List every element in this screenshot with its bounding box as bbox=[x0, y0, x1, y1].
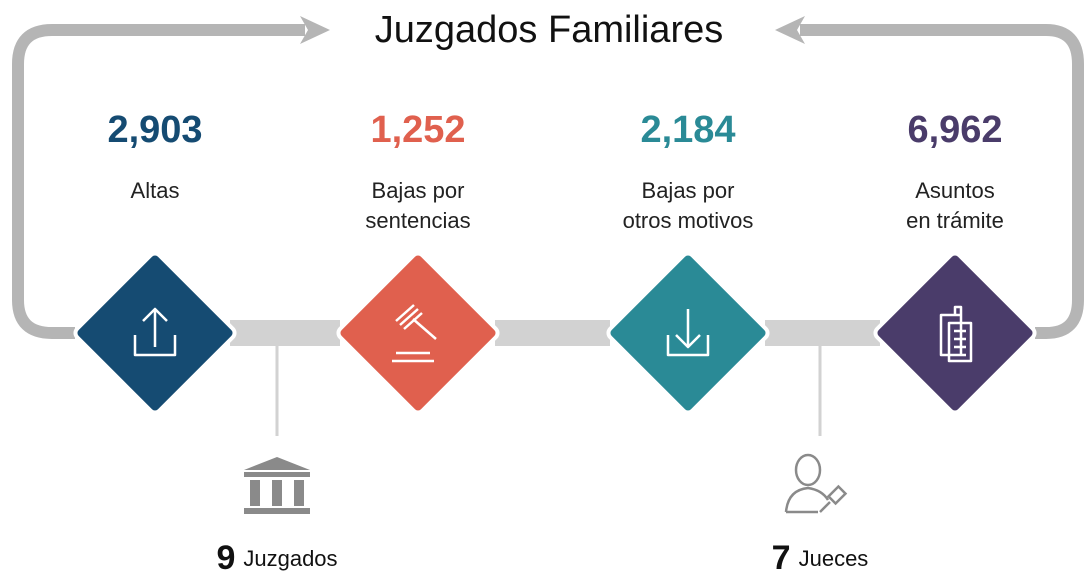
value: 2,903 bbox=[107, 109, 202, 151]
title: Juzgados Familiares bbox=[375, 9, 723, 51]
judge-icon bbox=[784, 453, 848, 514]
diamond bbox=[336, 251, 500, 415]
icon bbox=[939, 305, 973, 363]
footer-text: 7 Jueces bbox=[772, 539, 869, 577]
label: Bajas por bbox=[642, 178, 735, 203]
icon bbox=[666, 309, 710, 357]
value: 1,252 bbox=[370, 109, 465, 151]
footer-label: Juzgados bbox=[243, 546, 337, 571]
arrow-head bbox=[300, 16, 330, 44]
icon bbox=[392, 304, 437, 363]
value: 2,184 bbox=[640, 109, 735, 151]
frame-arrow-right bbox=[800, 24, 1084, 339]
connector bbox=[230, 320, 340, 346]
frame-arrow-left bbox=[12, 24, 305, 339]
building-icon bbox=[244, 457, 310, 514]
value: 6,962 bbox=[907, 109, 1002, 151]
diamond bbox=[873, 251, 1037, 415]
connector bbox=[495, 320, 610, 346]
label: sentencias bbox=[365, 208, 470, 233]
label: en trámite bbox=[906, 208, 1004, 233]
label: otros motivos bbox=[623, 208, 754, 233]
connector bbox=[765, 320, 880, 346]
icon bbox=[133, 307, 177, 357]
label: Altas bbox=[131, 178, 180, 203]
footer-number: 7 bbox=[772, 539, 791, 577]
arrow-head bbox=[775, 16, 805, 44]
label: Bajas por bbox=[372, 178, 465, 203]
label: Asuntos bbox=[915, 178, 995, 203]
footer-text: 9 Juzgados bbox=[216, 539, 337, 577]
footer-label: Jueces bbox=[799, 546, 869, 571]
footer-number: 9 bbox=[216, 539, 235, 577]
